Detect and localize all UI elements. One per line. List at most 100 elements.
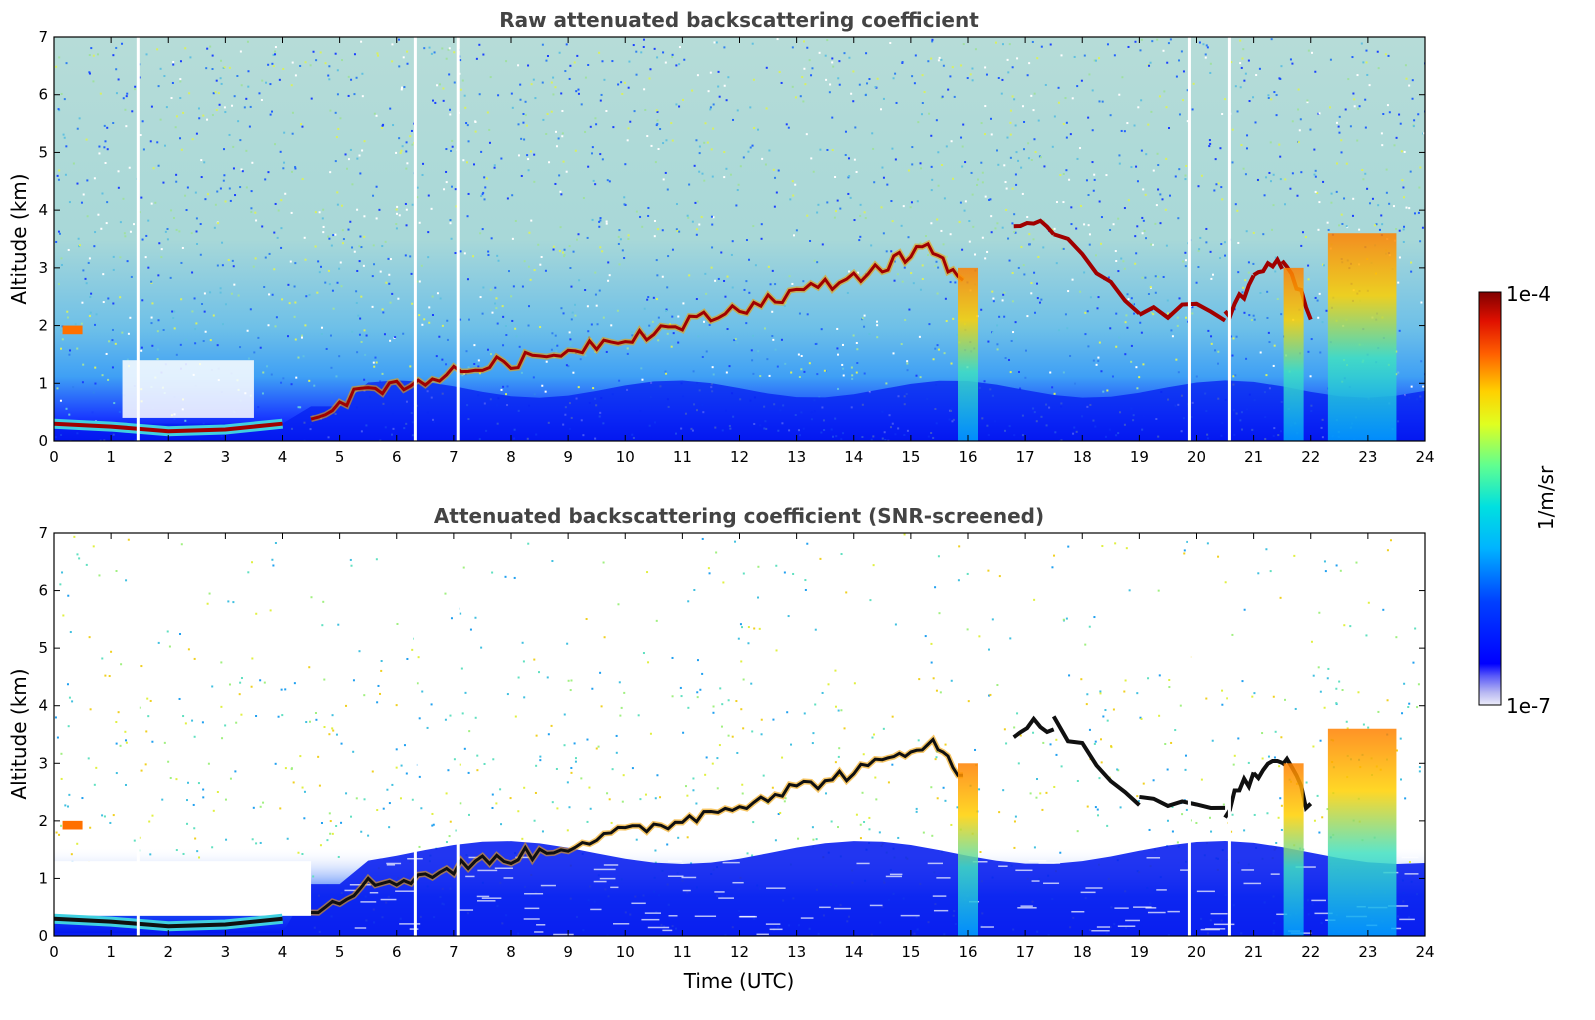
noise-speckle — [1231, 813, 1234, 816]
noise-speckle — [1326, 221, 1329, 224]
noise-speckle — [184, 419, 187, 422]
noise-speckle — [1224, 98, 1227, 101]
noise-speckle — [1042, 246, 1045, 249]
noise-speckle — [532, 376, 535, 379]
noise-speckle — [1003, 164, 1006, 167]
noise-speckle — [1198, 41, 1201, 44]
noise-speckle — [631, 331, 634, 334]
noise-speckle — [687, 706, 690, 709]
noise-speckle — [1209, 71, 1212, 74]
noise-speckle — [1049, 371, 1052, 374]
noise-speckle — [383, 333, 386, 336]
noise-speckle — [272, 65, 275, 68]
noise-speckle — [950, 823, 953, 826]
noise-speckle — [399, 797, 402, 800]
noise-speckle — [1136, 387, 1139, 390]
noise-speckle — [1388, 111, 1391, 114]
noise-speckle — [1240, 66, 1243, 69]
noise-speckle — [1123, 207, 1126, 210]
noise-speckle — [677, 836, 680, 839]
noise-speckle — [111, 339, 114, 342]
noise-speckle — [935, 689, 938, 692]
noise-speckle — [1239, 86, 1242, 89]
noise-speckle — [211, 685, 214, 688]
noise-speckle — [187, 781, 190, 784]
noise-speckle — [997, 77, 1000, 80]
noise-speckle — [843, 727, 846, 730]
noise-speckle — [717, 85, 720, 88]
noise-speckle — [76, 182, 79, 185]
aerosol-layer-top — [311, 736, 964, 915]
noise-speckle — [570, 679, 573, 682]
noise-speckle — [1093, 616, 1096, 619]
noise-speckle — [87, 261, 90, 264]
noise-speckle — [1380, 214, 1383, 217]
noise-speckle — [1258, 67, 1261, 70]
noise-speckle — [253, 351, 256, 354]
noise-speckle — [179, 80, 182, 83]
noise-speckle — [594, 183, 597, 186]
noise-speckle — [264, 178, 267, 181]
noise-speckle — [775, 191, 778, 194]
noise-speckle — [1166, 61, 1169, 64]
noise-speckle — [223, 66, 226, 69]
noise-speckle — [649, 68, 652, 71]
noise-speckle — [931, 38, 934, 41]
noise-speckle — [500, 157, 503, 160]
noise-speckle — [709, 71, 712, 74]
noise-speckle — [1330, 201, 1333, 204]
noise-speckle — [735, 700, 738, 703]
screened-streak — [927, 862, 943, 865]
noise-speckle — [998, 315, 1001, 318]
noise-speckle — [1234, 85, 1237, 88]
noise-speckle — [445, 792, 448, 795]
noise-speckle — [574, 757, 577, 760]
noise-speckle — [1319, 739, 1322, 742]
noise-speckle — [784, 362, 787, 365]
noise-speckle — [1273, 756, 1276, 759]
noise-speckle — [373, 365, 376, 368]
noise-speckle — [288, 302, 291, 305]
screened-streak — [477, 900, 496, 902]
noise-speckle — [432, 99, 435, 102]
noise-speckle — [971, 193, 974, 196]
noise-speckle — [1411, 97, 1414, 100]
noise-speckle — [1005, 208, 1008, 211]
noise-speckle — [464, 106, 467, 109]
noise-speckle — [723, 151, 726, 154]
noise-speckle — [251, 561, 254, 564]
noise-speckle — [147, 266, 150, 269]
noise-speckle — [1275, 841, 1278, 844]
noise-speckle — [1079, 205, 1082, 208]
noise-speckle — [887, 781, 890, 784]
noise-speckle — [574, 760, 577, 763]
noise-speckle — [228, 187, 231, 190]
noise-speckle — [482, 191, 485, 194]
noise-speckle — [115, 772, 118, 775]
noise-speckle — [175, 173, 178, 176]
noise-speckle — [779, 811, 782, 814]
noise-speckle — [1322, 264, 1325, 267]
noise-speckle — [810, 74, 813, 77]
noise-speckle — [441, 358, 444, 361]
noise-speckle — [145, 730, 148, 733]
noise-speckle — [65, 145, 68, 148]
noise-speckle — [1358, 105, 1361, 108]
noise-speckle — [619, 714, 622, 717]
noise-speckle — [1232, 375, 1235, 378]
noise-speckle — [1133, 124, 1136, 127]
noise-speckle — [964, 200, 967, 203]
noise-speckle — [726, 275, 729, 278]
noise-speckle — [577, 386, 580, 389]
noise-speckle — [876, 324, 879, 327]
noise-speckle — [1014, 124, 1017, 127]
noise-speckle — [80, 201, 83, 204]
noise-speckle — [984, 66, 987, 69]
noise-speckle — [1382, 113, 1385, 116]
noise-speckle — [590, 323, 593, 326]
noise-speckle — [1179, 704, 1182, 707]
noise-speckle — [455, 829, 458, 832]
noise-speckle — [395, 748, 398, 751]
noise-speckle — [1200, 778, 1203, 781]
noise-speckle — [1410, 385, 1413, 388]
